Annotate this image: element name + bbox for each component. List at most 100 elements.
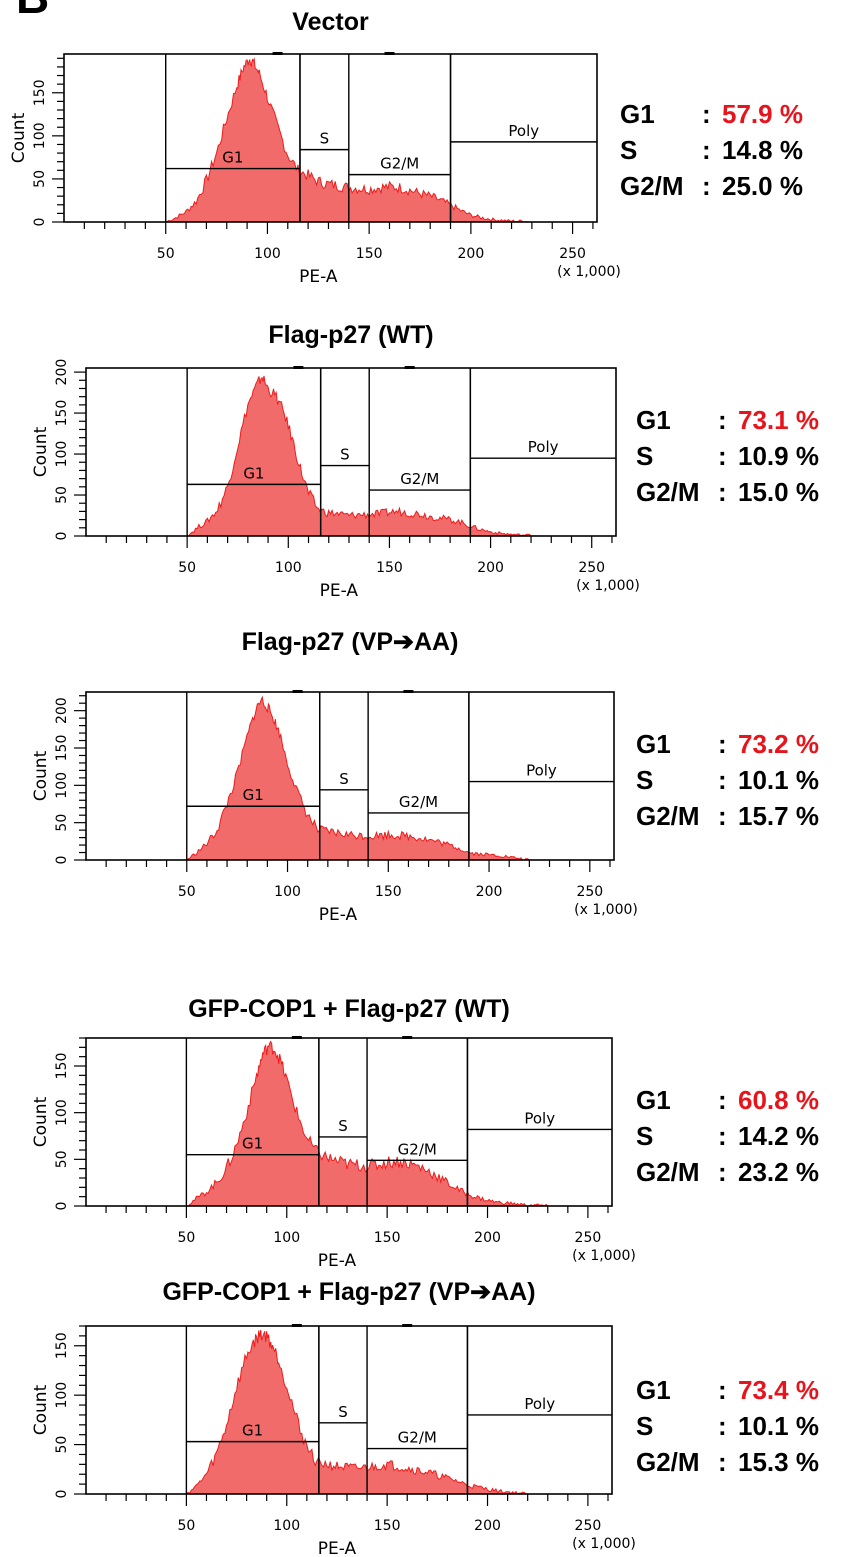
x-tick-label: 50: [178, 560, 196, 576]
y-tick-label: 0: [32, 218, 48, 227]
y-tick-label: 100: [54, 1099, 70, 1126]
y-tick-label: 150: [54, 1332, 70, 1359]
top-marker: [384, 52, 395, 55]
y-tick-label: 200: [54, 697, 70, 724]
stat-label: G1: [636, 729, 671, 759]
stat-label: S: [636, 1121, 654, 1151]
stat-row-g2m: G2/M:25.0 %: [620, 168, 803, 204]
y-tick-label: 100: [54, 772, 70, 799]
stat-colon: :: [702, 135, 711, 165]
stat-value: 15.0 %: [738, 477, 819, 507]
chart-title: Flag-p27 (VP➔AA): [242, 628, 459, 656]
stat-value: 73.2 %: [738, 729, 819, 759]
stat-colon: :: [718, 765, 727, 795]
stat-row-s: S:14.2 %: [636, 1118, 819, 1154]
y-tick-label: 50: [54, 486, 70, 504]
stat-row-g2m: G2/M:15.7 %: [636, 798, 819, 834]
histogram-area: [185, 1329, 528, 1495]
stat-label: G1: [636, 405, 671, 435]
y-tick-label: 50: [54, 1150, 70, 1168]
plot-frame: [85, 367, 617, 537]
gate-label-g2m: G2/M: [400, 470, 439, 488]
stat-colon: :: [718, 1157, 727, 1187]
stat-value: 10.9 %: [738, 441, 819, 471]
stat-label: S: [636, 765, 654, 795]
stat-colon: :: [718, 801, 727, 831]
y-tick-label: 150: [32, 79, 48, 106]
top-marker: [292, 690, 303, 693]
y-tick-label: 50: [54, 1436, 70, 1454]
gate-label-g2m: G2/M: [398, 1140, 437, 1158]
y-tick-label: 50: [32, 170, 48, 188]
x-tick-label: 250: [575, 1230, 602, 1246]
y-axis-label: Count: [31, 1096, 51, 1147]
stat-value: 57.9 %: [722, 99, 803, 129]
x-axis-label: PE-A: [319, 905, 358, 925]
gate-label-poly: Poly: [524, 1395, 555, 1413]
x-tick-label: 100: [273, 1230, 300, 1246]
stat-value: 10.1 %: [738, 1411, 819, 1441]
x-tick-label: 100: [275, 560, 302, 576]
stat-value: 73.4 %: [738, 1375, 819, 1405]
y-axis-label: Count: [31, 426, 51, 477]
x-tick-label: 100: [274, 884, 301, 900]
stat-label: G1: [620, 99, 655, 129]
stat-colon: :: [702, 171, 711, 201]
y-tick-label: 0: [54, 1202, 70, 1211]
gate-label-poly: Poly: [528, 438, 559, 456]
x-tick-label: 150: [356, 246, 383, 262]
chart-title: Flag-p27 (WT): [268, 321, 433, 349]
histogram-area: [185, 695, 531, 861]
plot-frame: [85, 1325, 613, 1495]
x-tick-label: 50: [157, 246, 175, 262]
stat-row-g1: G1:73.1 %: [636, 402, 819, 438]
y-tick-label: 0: [54, 1490, 70, 1499]
top-marker: [402, 1036, 413, 1039]
x-axis-multiplier: (x 1,000): [572, 1248, 636, 1264]
x-tick-label: 100: [273, 1518, 300, 1534]
histogram-panel-4: GFP-COP1 + Flag-p27 (WT) G1 S G2/M Poly 50 100…: [31, 995, 636, 1271]
histogram-panel-2: Flag-p27 (WT) G1 S G2/M Poly 50 100 150 200 250 PE…: [31, 321, 640, 601]
x-tick-label: 200: [476, 884, 503, 900]
stat-value: 73.1 %: [738, 405, 819, 435]
panel-letter: B: [16, 0, 49, 24]
y-tick-label: 0: [54, 532, 70, 541]
stat-row-g2m: G2/M:15.0 %: [636, 474, 819, 510]
gate-label-poly: Poly: [526, 762, 557, 780]
stat-row-g2m: G2/M:15.3 %: [636, 1444, 819, 1480]
stat-colon: :: [718, 1121, 727, 1151]
x-axis-multiplier: (x 1,000): [572, 1536, 636, 1552]
chart-title: GFP-COP1 + Flag-p27 (VP➔AA): [162, 1278, 535, 1306]
x-tick-label: 150: [374, 1230, 401, 1246]
y-tick-label: 0: [54, 856, 70, 865]
stat-label: S: [620, 135, 638, 165]
stat-label: S: [636, 1411, 654, 1441]
stat-label: G1: [636, 1375, 671, 1405]
stat-colon: :: [718, 441, 727, 471]
x-tick-label: 250: [576, 884, 603, 900]
gate-label-g2m: G2/M: [380, 155, 419, 173]
stat-colon: :: [718, 477, 727, 507]
histogram-area: [186, 1040, 550, 1207]
gate-label-g1: G1: [243, 464, 264, 482]
top-marker: [402, 1324, 413, 1327]
histogram-panel-1: Vector G1 S G2/M Poly 50 100 150 200 250 PE-A (x 1,…: [9, 8, 621, 287]
x-tick-label: 150: [375, 884, 402, 900]
stat-value: 23.2 %: [738, 1157, 819, 1187]
gate-label-g2m: G2/M: [398, 1429, 437, 1447]
stat-row-s: S:14.8 %: [620, 132, 803, 168]
chart-title: GFP-COP1 + Flag-p27 (WT): [188, 995, 510, 1023]
x-axis-multiplier: (x 1,000): [557, 264, 621, 280]
x-tick-label: 200: [477, 560, 504, 576]
phase-stats-1: G1:57.9 % S:14.8 % G2/M:25.0 %: [620, 96, 803, 204]
x-tick-label: 100: [254, 246, 281, 262]
stat-value: 14.8 %: [722, 135, 803, 165]
stat-label: G2/M: [636, 801, 700, 831]
y-tick-label: 100: [54, 1382, 70, 1409]
stat-colon: :: [718, 1411, 727, 1441]
gate-label-s: S: [320, 130, 330, 148]
stat-value: 10.1 %: [738, 765, 819, 795]
x-axis-multiplier: (x 1,000): [576, 578, 640, 594]
gate-label-g1: G1: [242, 1422, 263, 1440]
